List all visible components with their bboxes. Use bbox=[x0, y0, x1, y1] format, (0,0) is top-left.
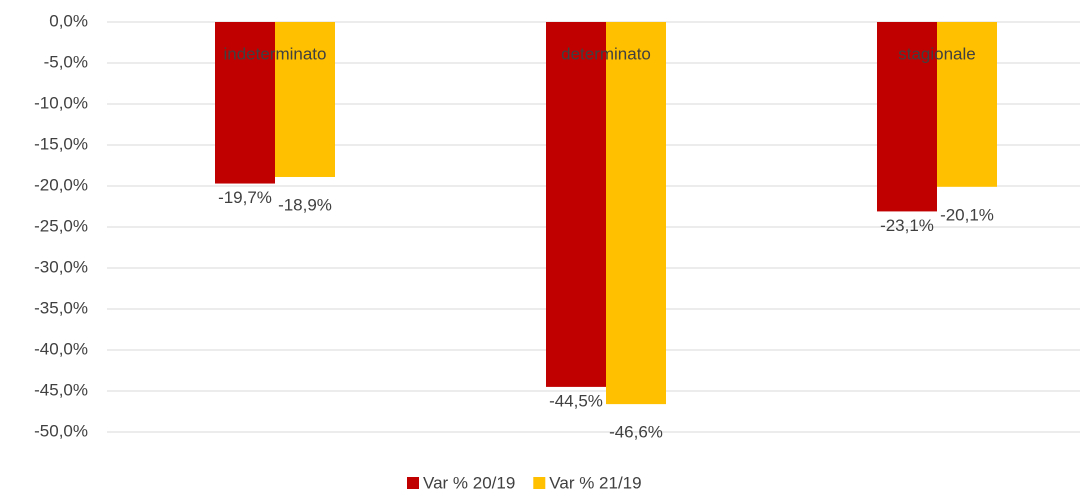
legend-swatch bbox=[533, 477, 546, 489]
y-tick-label: -10,0% bbox=[34, 93, 88, 112]
y-tick-label: -25,0% bbox=[34, 216, 88, 235]
y-tick-label: -30,0% bbox=[34, 257, 88, 276]
legend-label: Var % 20/19 bbox=[423, 473, 515, 492]
category-label: indeterminato bbox=[223, 44, 326, 63]
data-label: -20,1% bbox=[940, 205, 994, 224]
y-tick-label: 0,0% bbox=[49, 11, 88, 30]
bar bbox=[606, 22, 666, 405]
data-label: -19,7% bbox=[218, 188, 272, 207]
bar bbox=[215, 22, 275, 184]
bar bbox=[937, 22, 997, 187]
y-tick-label: -40,0% bbox=[34, 339, 88, 358]
bar bbox=[546, 22, 606, 387]
data-label: -18,9% bbox=[278, 195, 332, 214]
legend-swatch bbox=[407, 477, 419, 489]
y-tick-label: -35,0% bbox=[34, 298, 88, 317]
category-label: determinato bbox=[561, 44, 651, 63]
data-label: -44,5% bbox=[549, 391, 603, 410]
legend-label: Var % 21/19 bbox=[549, 473, 641, 492]
bar bbox=[275, 22, 335, 177]
y-tick-label: -15,0% bbox=[34, 134, 88, 153]
y-tick-label: -50,0% bbox=[34, 421, 88, 440]
y-tick-label: -20,0% bbox=[34, 175, 88, 194]
y-tick-label: -45,0% bbox=[34, 380, 88, 399]
data-label: -23,1% bbox=[880, 216, 934, 235]
y-tick-label: -5,0% bbox=[44, 52, 88, 71]
bar bbox=[877, 22, 937, 212]
data-label: -46,6% bbox=[609, 423, 663, 442]
category-label: stagionale bbox=[898, 44, 976, 63]
